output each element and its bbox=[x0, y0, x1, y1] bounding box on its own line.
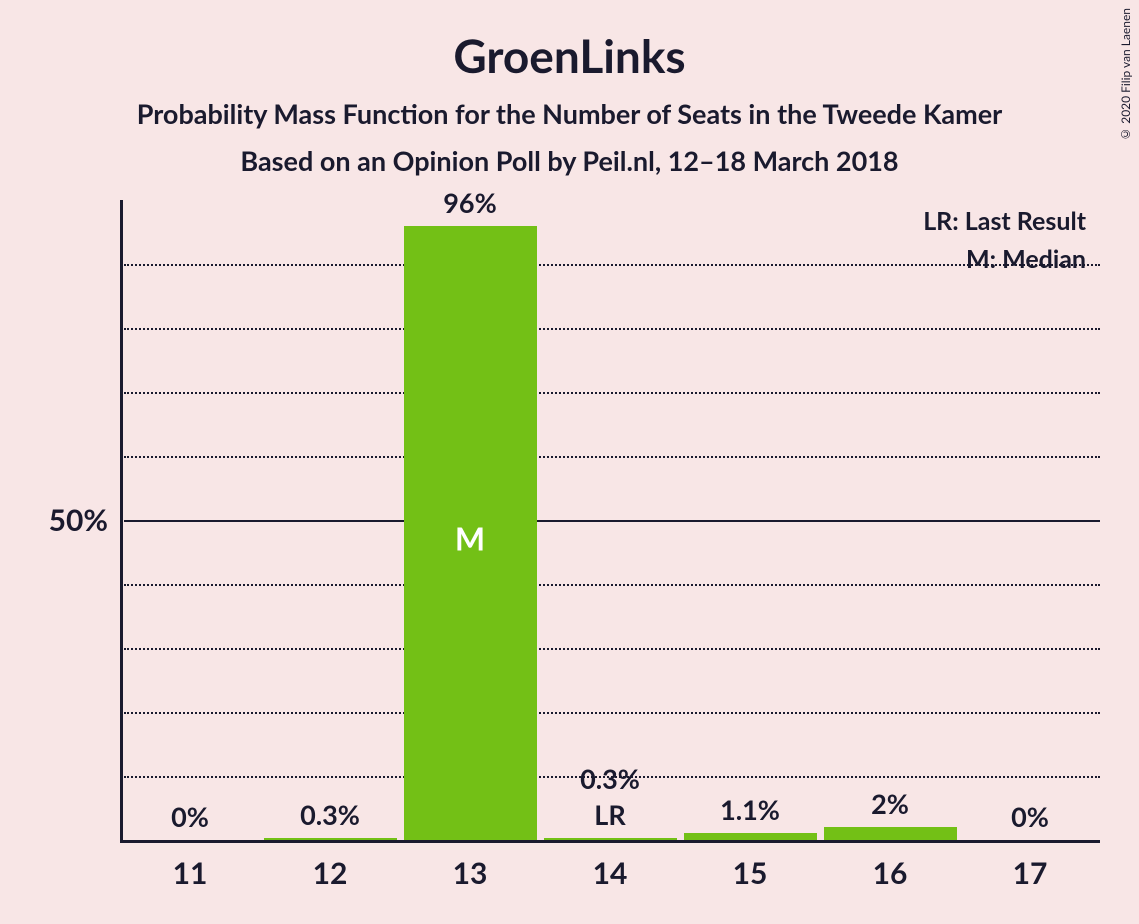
chart-title: GroenLinks bbox=[0, 0, 1139, 83]
grid-line bbox=[124, 456, 1100, 458]
grid-line bbox=[124, 264, 1100, 266]
x-tick-label: 17 bbox=[1013, 855, 1048, 891]
legend-median: M: Median bbox=[966, 244, 1086, 274]
x-tick-label: 15 bbox=[733, 855, 768, 891]
x-axis bbox=[120, 840, 1100, 843]
median-marker: M bbox=[455, 519, 485, 558]
bar bbox=[264, 838, 397, 840]
bar-value-label: 0.3% bbox=[300, 798, 360, 831]
x-tick-label: 16 bbox=[873, 855, 908, 891]
bar bbox=[824, 827, 957, 840]
grid-line bbox=[124, 648, 1100, 650]
bar bbox=[684, 833, 817, 840]
bar bbox=[544, 838, 677, 840]
plot-area: 0%0.3%96%M0.3%LR1.1%2%0% 11121314151617 … bbox=[120, 200, 1100, 840]
x-tick-label: 12 bbox=[313, 855, 348, 891]
grid-line bbox=[124, 328, 1100, 330]
y-axis bbox=[120, 200, 123, 840]
chart-subtitle-2: Based on an Opinion Poll by Peil.nl, 12–… bbox=[0, 144, 1139, 177]
copyright-text: © 2020 Filip van Laenen bbox=[1118, 8, 1133, 142]
bar-value-label: 0% bbox=[171, 800, 209, 833]
bar-value-label: 1.1% bbox=[720, 793, 780, 826]
y-axis-label-50: 50% bbox=[49, 502, 108, 538]
bar-value-label: 2% bbox=[871, 787, 909, 820]
grid-line bbox=[124, 392, 1100, 394]
x-tick-label: 11 bbox=[173, 855, 208, 891]
x-tick-label: 13 bbox=[453, 855, 488, 891]
x-tick-label: 14 bbox=[593, 855, 628, 891]
last-result-marker: LR bbox=[594, 798, 625, 831]
bar-value-label: 0% bbox=[1011, 800, 1049, 833]
bar-value-label: 96% bbox=[443, 186, 496, 219]
chart-subtitle-1: Probability Mass Function for the Number… bbox=[0, 97, 1139, 130]
grid-line bbox=[124, 712, 1100, 714]
grid-line bbox=[124, 520, 1100, 522]
bar-value-label: 0.3% bbox=[580, 762, 640, 795]
grid-line bbox=[124, 584, 1100, 586]
legend-last-result: LR: Last Result bbox=[923, 206, 1086, 236]
